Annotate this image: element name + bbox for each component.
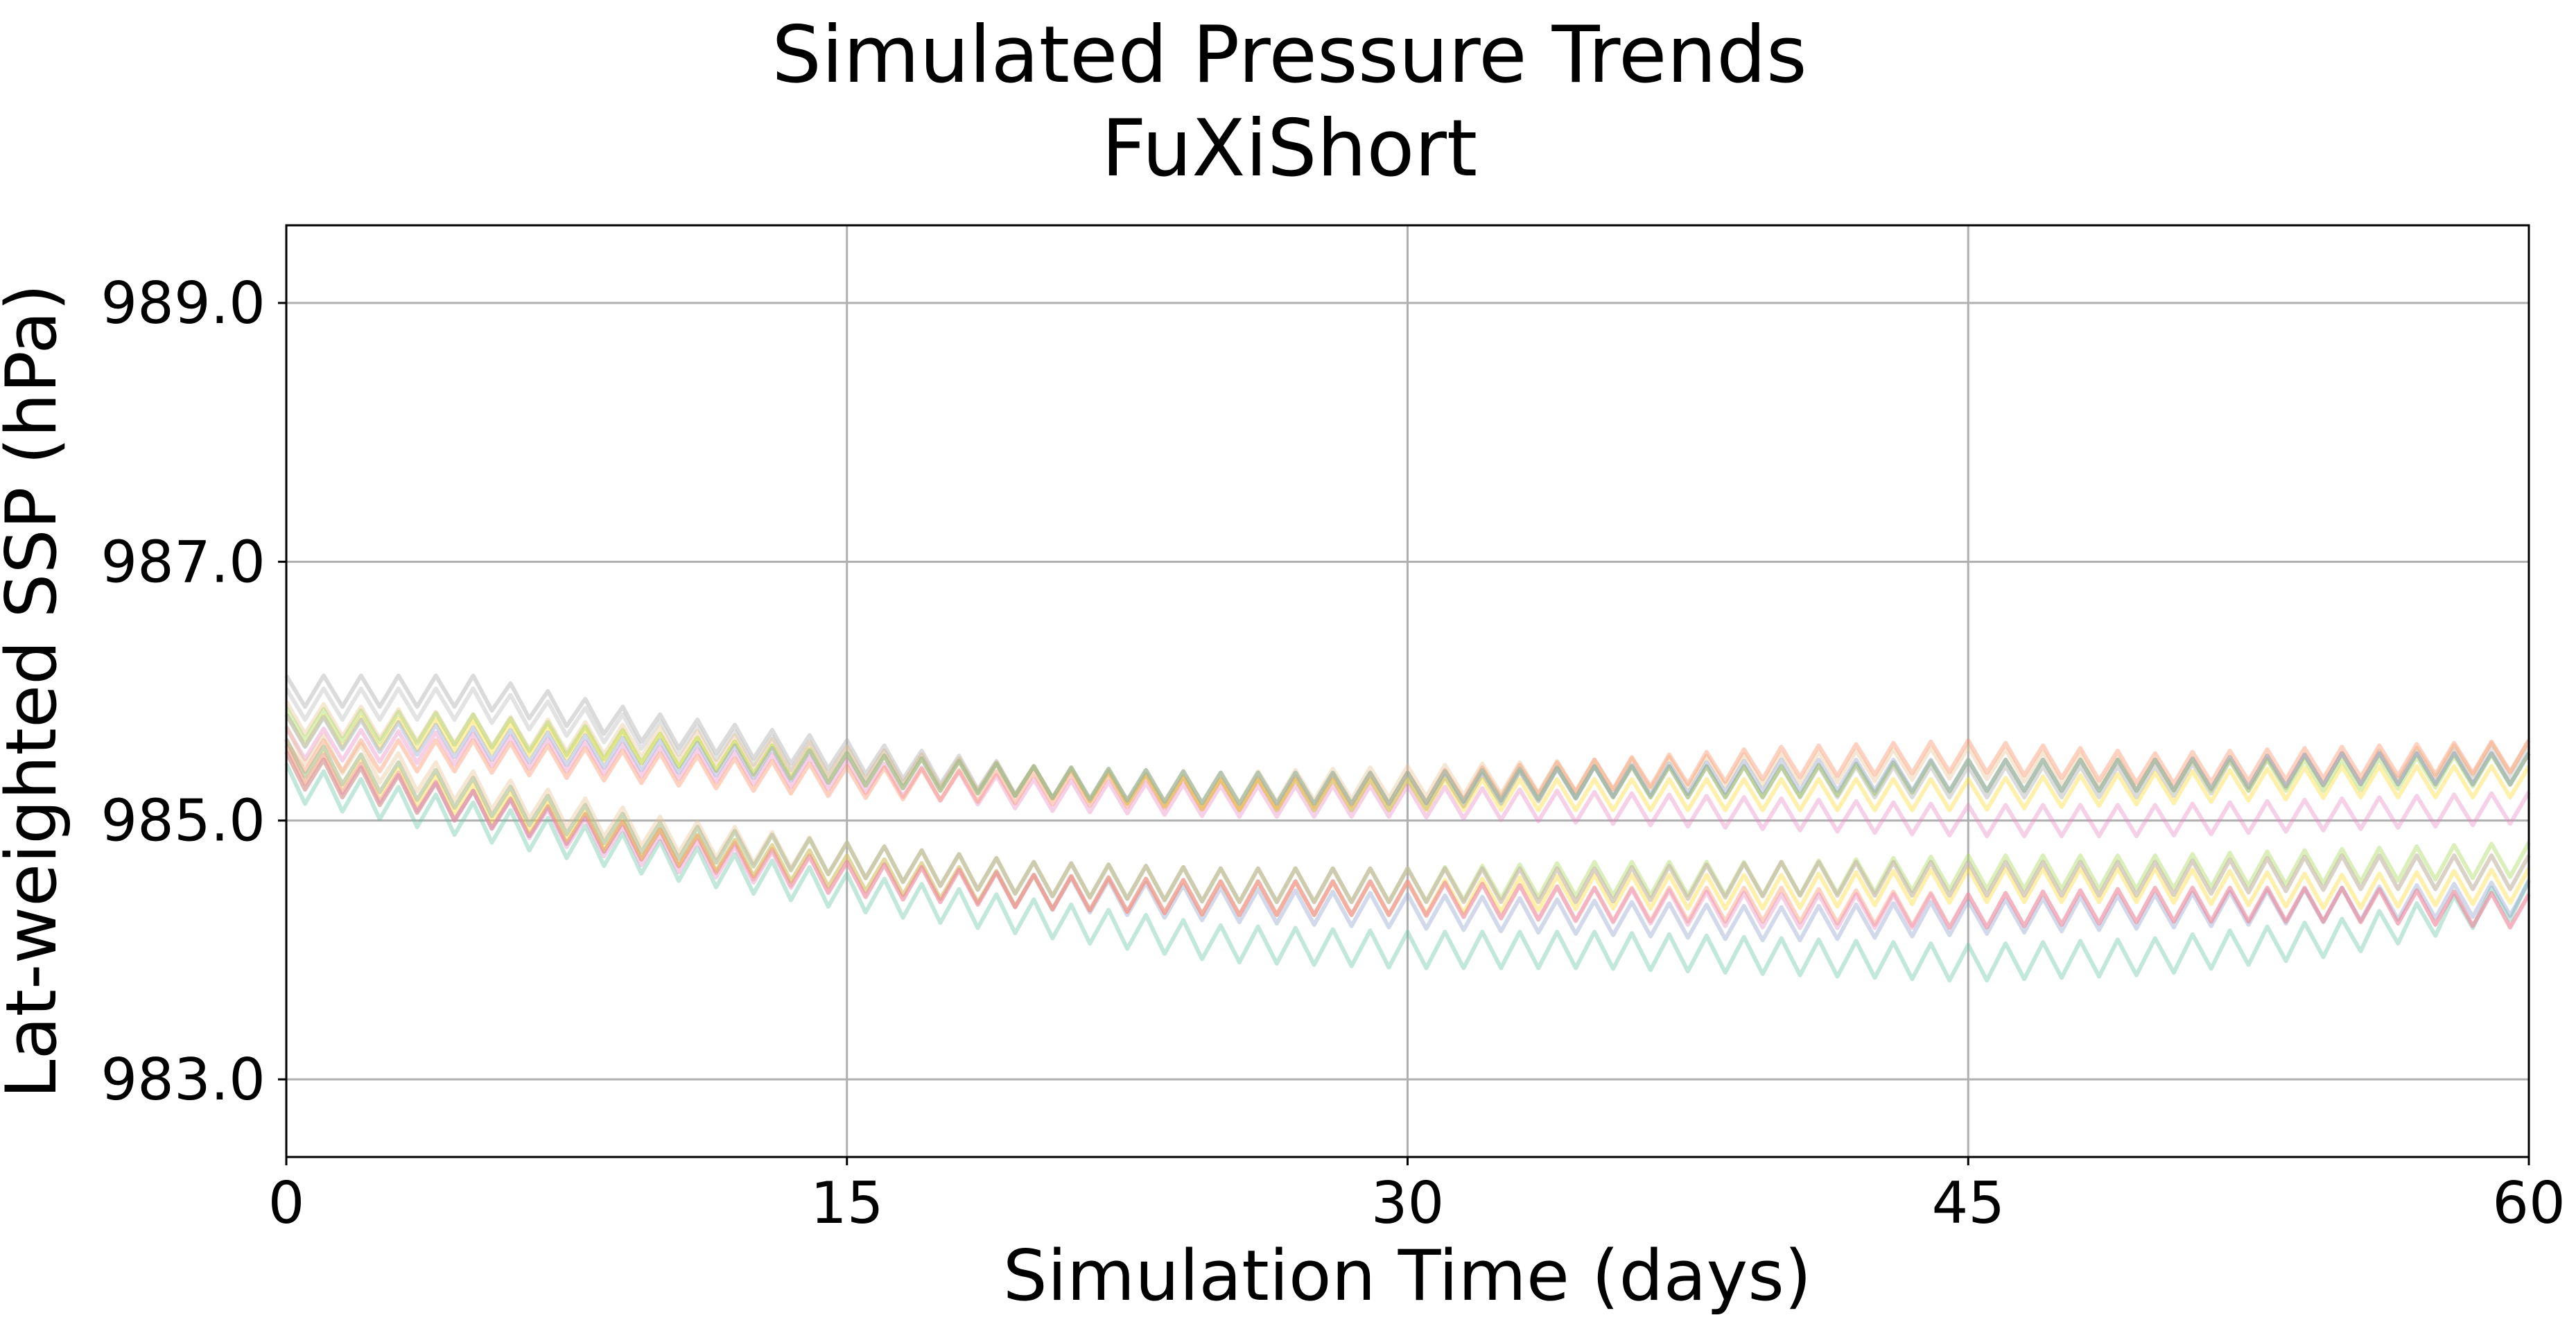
- series-line-5: [284, 738, 2531, 812]
- series-line-12: [284, 745, 2531, 917]
- chart-title: Simulated Pressure Trends: [772, 9, 1807, 101]
- series-line-10: [284, 751, 2531, 943]
- y-axis-label: Lat-weighted SSP (hPa): [0, 284, 72, 1098]
- y-axis-ticks: 983.0 985.0 987.0 989.0: [101, 270, 286, 1113]
- plot-series: [284, 673, 2531, 983]
- grid-lines: [286, 225, 2529, 1157]
- x-tick-label: 30: [1371, 1169, 1445, 1237]
- y-tick-label: 983.0: [101, 1046, 266, 1113]
- y-tick-label: 985.0: [101, 788, 266, 855]
- series-line-11: [284, 738, 2531, 905]
- series-line-6: [284, 713, 2531, 812]
- series-line-1: [284, 673, 2531, 812]
- series-line-14: [284, 738, 2531, 905]
- x-axis-label: Simulation Time (days): [1003, 1235, 1812, 1316]
- x-tick-label: 45: [1931, 1169, 2005, 1237]
- series-line-4: [284, 726, 2531, 839]
- x-tick-label: 0: [268, 1169, 305, 1237]
- series-line-2: [284, 686, 2531, 812]
- series-line-15: [284, 751, 2531, 930]
- series-line-13: [284, 725, 2531, 905]
- x-tick-label: 60: [2492, 1169, 2566, 1237]
- y-tick-label: 987.0: [101, 528, 266, 595]
- series-line-9: [284, 763, 2531, 983]
- x-tick-label: 15: [810, 1169, 884, 1237]
- series-line-7: [284, 706, 2531, 806]
- chart-subtitle: FuXiShort: [1102, 103, 1478, 194]
- y-tick-label: 989.0: [101, 270, 266, 337]
- series-line-16: [284, 745, 2531, 930]
- series-line-3: [284, 700, 2531, 806]
- series-line-8: [284, 713, 2531, 806]
- x-axis-ticks: 0 15 30 45 60: [268, 1157, 2566, 1237]
